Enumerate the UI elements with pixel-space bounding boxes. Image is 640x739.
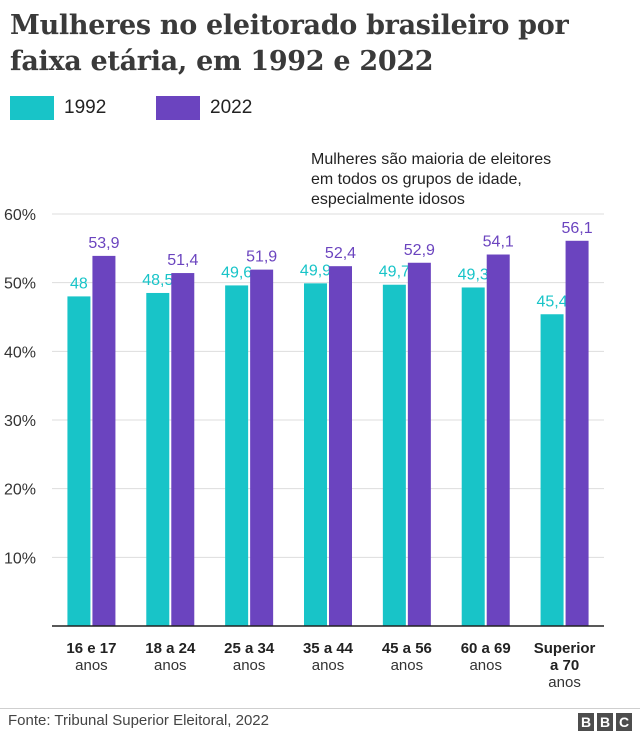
x-tick-label: 45 a 56	[382, 640, 432, 657]
legend-item-2022: 2022	[156, 96, 252, 120]
x-tick-sublabel: anos	[233, 657, 266, 674]
bar-2022	[329, 266, 352, 626]
x-tick-label: 18 a 24	[145, 640, 196, 657]
data-label-1992: 48,5	[142, 272, 173, 289]
data-label-2022: 56,1	[562, 220, 593, 237]
bar-2022	[171, 273, 195, 626]
y-tick-label: 20%	[4, 482, 36, 499]
annotation-line-3: especialmente idosos	[311, 191, 465, 208]
bbc-logo-letter: B	[578, 713, 594, 731]
data-label-1992: 49,9	[300, 262, 331, 279]
x-tick-sublabel: anos	[312, 657, 345, 674]
x-tick-label: 25 a 34	[224, 640, 275, 657]
x-tick-sublabel: anos	[391, 657, 424, 674]
x-tick-sublabel: anos	[548, 674, 581, 691]
chart-annotation: Mulheres são maioria de eleitores em tod…	[311, 150, 631, 210]
bar-2022	[486, 254, 510, 626]
data-label-2022: 51,4	[167, 252, 198, 269]
x-tick-label: 60 a 69	[461, 640, 511, 657]
bar-2022	[565, 240, 589, 626]
bbc-logo: B B C	[578, 713, 632, 731]
data-label-2022: 53,9	[88, 235, 119, 252]
legend-swatch-1992	[10, 96, 54, 120]
annotation-line-2: em todos os grupos de idade,	[311, 171, 522, 188]
x-tick-label: 35 a 44	[303, 640, 354, 657]
bar-1992	[461, 287, 485, 626]
bbc-logo-letter: B	[597, 713, 613, 731]
data-label-2022: 54,1	[483, 234, 514, 251]
bar-2022	[92, 255, 116, 627]
data-label-1992: 45,4	[537, 293, 568, 310]
bbc-logo-letter: C	[616, 713, 632, 731]
legend-label-2022: 2022	[210, 97, 253, 118]
legend-swatch-2022	[156, 96, 200, 120]
bar-2022	[407, 262, 431, 626]
x-tick-label: 16 e 17	[66, 640, 116, 657]
source-note: Fonte: Tribunal Superior Eleitoral, 2022	[8, 712, 269, 729]
y-tick-label: 30%	[4, 413, 36, 430]
x-tick-sublabel: anos	[154, 657, 187, 674]
bar-1992	[304, 283, 327, 626]
data-label-1992: 49,6	[221, 264, 252, 281]
bar-1992	[540, 314, 564, 626]
x-tick-sublabel: anos	[75, 657, 108, 674]
y-tick-label: 40%	[4, 344, 36, 361]
data-label-1992: 49,7	[379, 264, 410, 281]
legend-label-1992: 1992	[64, 97, 107, 118]
x-tick-label: Superior	[534, 640, 596, 657]
y-tick-label: 50%	[4, 276, 36, 293]
data-label-2022: 52,4	[325, 245, 356, 262]
bar-1992	[146, 292, 170, 626]
footer-divider	[0, 708, 640, 709]
data-label-2022: 51,9	[246, 249, 277, 266]
annotation-line-1: Mulheres são maioria de eleitores	[311, 151, 552, 168]
chart-title: Mulheres no eleitorado brasileiro por fa…	[10, 10, 569, 77]
bar-2022	[250, 269, 274, 626]
x-tick-label: a 70	[550, 657, 579, 674]
y-tick-label: 10%	[4, 550, 36, 567]
bar-1992	[225, 285, 249, 626]
data-label-1992: 48	[70, 275, 88, 292]
legend-item-1992: 1992	[10, 96, 106, 120]
bar-1992	[382, 284, 406, 626]
data-label-2022: 52,9	[404, 242, 435, 259]
y-tick-label: 60%	[4, 207, 36, 224]
data-label-1992: 49,3	[458, 266, 489, 283]
x-tick-sublabel: anos	[469, 657, 502, 674]
bar-1992	[67, 296, 91, 626]
